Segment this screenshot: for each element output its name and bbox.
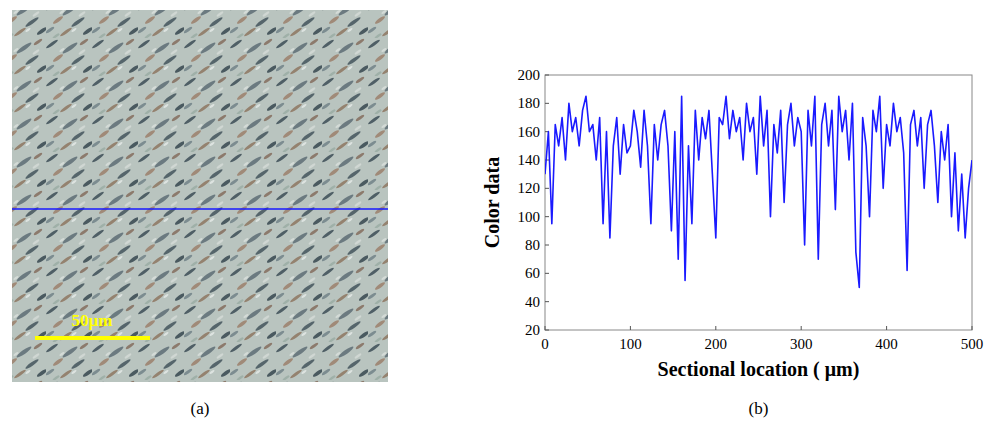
x-tick-label: 200 [705,336,728,352]
y-tick-label: 100 [518,209,541,225]
x-tick [545,326,546,330]
y-tick [545,216,549,217]
plot-area [545,96,972,287]
y-tick-label: 20 [525,322,540,338]
y-tick [545,245,549,246]
x-tick-label: 500 [961,336,984,352]
x-tick-label: 400 [875,336,898,352]
figure: 50μm (a) 20 40 60 80 100 120 140 160 180 200 0 100 200… [0,0,1000,425]
y-tick [545,273,549,274]
plot-frame [545,75,972,330]
data-line [545,96,972,287]
y-tick [545,301,549,302]
y-axis-title: Color data [481,157,503,248]
x-tick-label: 100 [619,336,642,352]
x-tick [801,326,802,330]
y-tick-label: 40 [525,294,540,310]
y-tick [545,75,549,76]
y-tick-label: 140 [518,152,541,168]
y-tick-label: 200 [518,67,541,83]
x-tick [972,326,973,330]
x-tick [630,326,631,330]
section-line [12,208,388,210]
scale-bar-label: 50μm [72,311,113,330]
x-tick-label: 0 [541,336,549,352]
x-tick [886,326,887,330]
panel-label: (b) [749,399,769,418]
x-axis-title: Sectional location ( μm) [658,358,860,381]
y-tick [545,330,549,331]
scale-bar [35,336,150,340]
y-tick [545,188,549,189]
x-tick-label: 300 [790,336,813,352]
panel-label: (a) [191,399,210,418]
micrograph [12,10,388,382]
y-tick-label: 120 [518,180,541,196]
y-tick-label: 180 [518,95,541,111]
y-tick-label: 60 [525,265,540,281]
y-tick-label: 160 [518,124,541,140]
x-tick [715,326,716,330]
y-tick [545,103,549,104]
y-tick-label: 80 [525,237,540,253]
